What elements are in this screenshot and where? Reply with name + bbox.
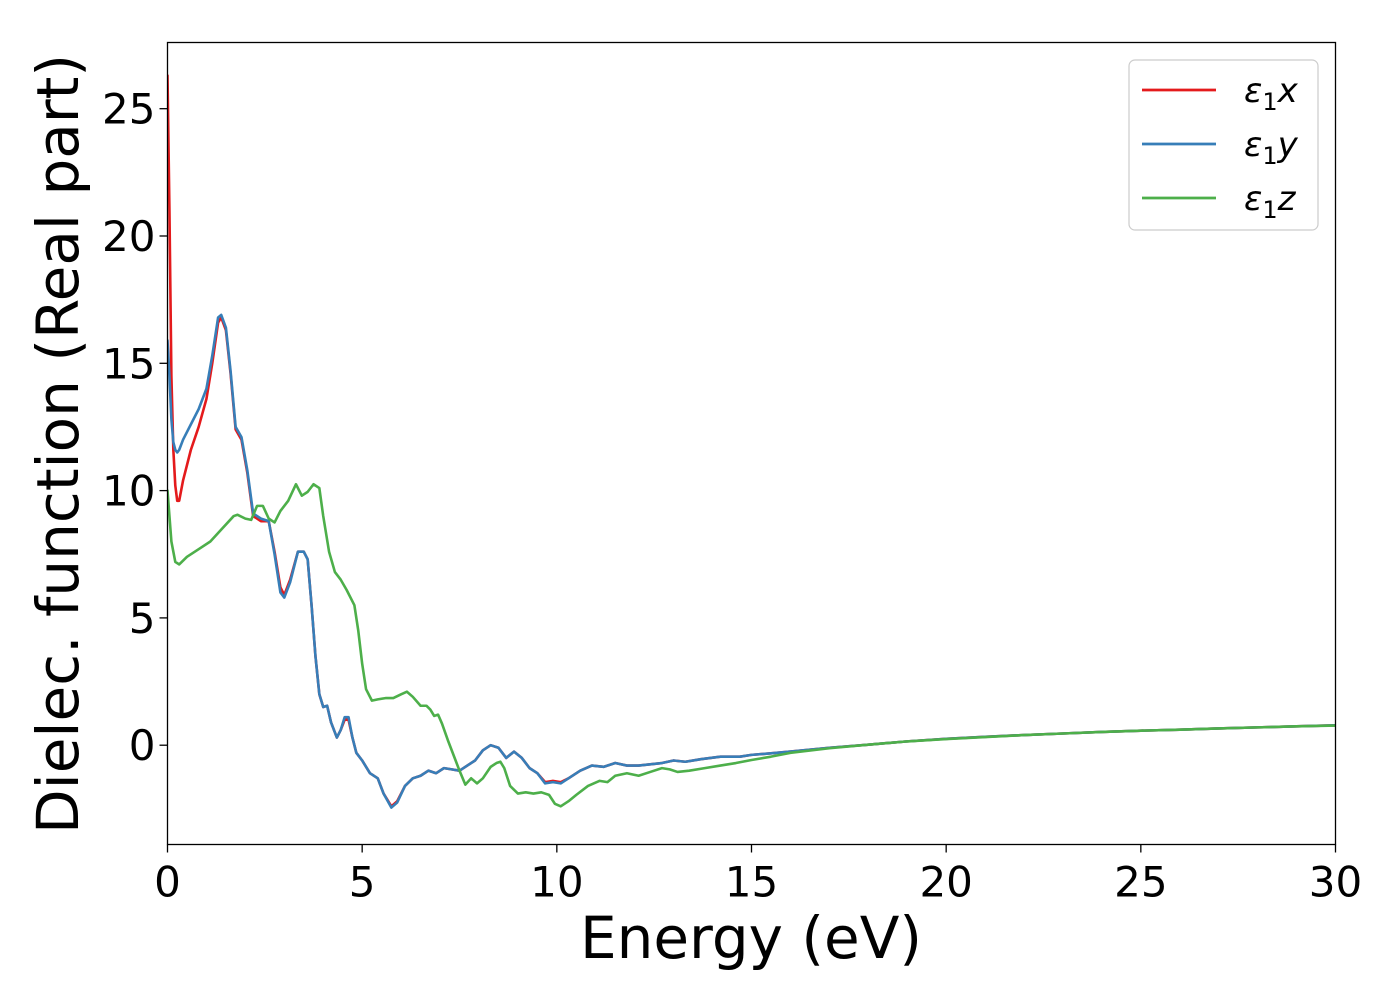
x-tick-label: 0: [154, 858, 181, 907]
x-tick-label: 20: [919, 858, 972, 907]
y-axis-label: Dielec. function (Real part): [24, 54, 92, 834]
x-tick-label: 25: [1114, 858, 1167, 907]
legend-box: [1128, 59, 1319, 231]
legend-label-z: ε1z: [1244, 179, 1297, 224]
series-line-z: [167, 482, 1336, 808]
x-tick-label: 5: [349, 858, 376, 907]
y-tick-label: 5: [129, 594, 156, 643]
y-tick-label: 25: [102, 85, 155, 134]
ticks-layer: 0 5 10 15 20 25 30 0 5 10 15 20 25: [102, 85, 1362, 907]
x-tick-label: 15: [725, 858, 778, 907]
legend-label-y: ε1y: [1244, 125, 1299, 170]
series-line-y: [167, 313, 1336, 809]
x-tick-label: 30: [1309, 858, 1362, 907]
series-layer: [167, 74, 1336, 809]
y-tick-label: 20: [102, 212, 155, 261]
legend-label-x: ε1x: [1244, 71, 1299, 116]
legend: ε1x ε1y ε1z: [1128, 59, 1319, 231]
y-tick-label: 0: [129, 721, 156, 770]
x-axis-label: Energy (eV): [580, 904, 922, 972]
y-tick-label: 10: [102, 467, 155, 516]
x-tick-label: 10: [530, 858, 583, 907]
y-tick-label: 15: [102, 339, 155, 388]
